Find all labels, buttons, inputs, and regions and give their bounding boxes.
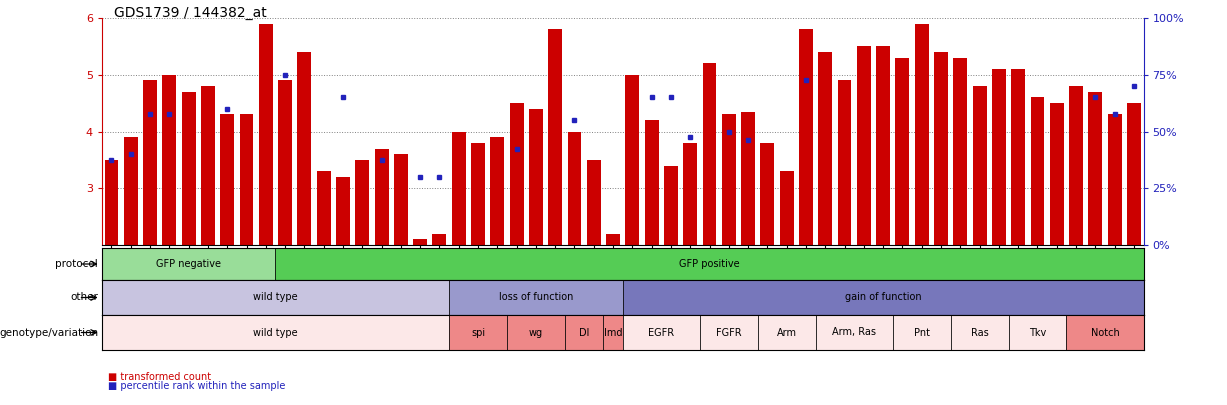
Bar bbox=[816, 315, 893, 350]
Bar bbox=[1069, 86, 1083, 245]
Bar bbox=[317, 171, 330, 245]
Text: EGFR: EGFR bbox=[648, 328, 675, 337]
Bar bbox=[491, 137, 504, 245]
Text: wild type: wild type bbox=[253, 292, 298, 303]
Bar bbox=[606, 234, 620, 245]
Text: Notch: Notch bbox=[1091, 328, 1119, 337]
Bar bbox=[856, 47, 871, 245]
Bar bbox=[799, 29, 814, 245]
Bar bbox=[336, 177, 350, 245]
Bar bbox=[104, 160, 119, 245]
Bar bbox=[449, 315, 507, 350]
Bar bbox=[279, 81, 292, 245]
Bar bbox=[1031, 98, 1044, 245]
Bar bbox=[221, 115, 234, 245]
Bar bbox=[182, 92, 195, 245]
Text: Imd: Imd bbox=[604, 328, 622, 337]
Bar bbox=[951, 315, 1009, 350]
Bar bbox=[893, 315, 951, 350]
Bar bbox=[529, 109, 542, 245]
Text: other: other bbox=[70, 292, 98, 303]
Bar bbox=[818, 52, 832, 245]
Text: GDS1739 / 144382_at: GDS1739 / 144382_at bbox=[114, 6, 266, 20]
Bar bbox=[507, 315, 564, 350]
Bar bbox=[201, 86, 215, 245]
Bar bbox=[741, 112, 755, 245]
Text: GFP positive: GFP positive bbox=[680, 259, 740, 269]
Bar bbox=[394, 154, 407, 245]
Bar bbox=[162, 75, 177, 245]
Bar bbox=[1088, 92, 1102, 245]
Bar bbox=[683, 143, 697, 245]
Bar bbox=[622, 280, 1144, 315]
Text: genotype/variation: genotype/variation bbox=[0, 328, 98, 337]
Bar bbox=[604, 315, 622, 350]
Bar bbox=[973, 86, 987, 245]
Text: ■ transformed count: ■ transformed count bbox=[108, 372, 211, 382]
Text: Arm, Ras: Arm, Ras bbox=[832, 328, 876, 337]
Bar bbox=[699, 315, 758, 350]
Bar bbox=[548, 29, 562, 245]
Bar bbox=[1126, 103, 1141, 245]
Text: Tkv: Tkv bbox=[1028, 328, 1047, 337]
Bar bbox=[587, 160, 601, 245]
Bar bbox=[297, 52, 312, 245]
Text: ■ percentile rank within the sample: ■ percentile rank within the sample bbox=[108, 382, 286, 391]
Bar bbox=[622, 315, 699, 350]
Bar bbox=[564, 315, 604, 350]
Bar bbox=[991, 69, 1006, 245]
Bar bbox=[471, 143, 485, 245]
Bar bbox=[1050, 103, 1064, 245]
Bar bbox=[144, 81, 157, 245]
Bar bbox=[413, 239, 427, 245]
Bar bbox=[915, 23, 929, 245]
Bar bbox=[953, 58, 967, 245]
Text: GFP negative: GFP negative bbox=[156, 259, 221, 269]
Text: Arm: Arm bbox=[777, 328, 796, 337]
Bar bbox=[452, 132, 466, 245]
Bar bbox=[1108, 115, 1121, 245]
Bar bbox=[356, 160, 369, 245]
Text: wild type: wild type bbox=[253, 328, 298, 337]
Bar bbox=[626, 75, 639, 245]
Bar bbox=[259, 23, 272, 245]
Bar bbox=[838, 81, 852, 245]
Text: Ras: Ras bbox=[971, 328, 989, 337]
Bar bbox=[509, 103, 524, 245]
Text: wg: wg bbox=[529, 328, 544, 337]
Bar bbox=[876, 47, 890, 245]
Text: gain of function: gain of function bbox=[845, 292, 921, 303]
Text: Pnt: Pnt bbox=[914, 328, 930, 337]
Bar bbox=[568, 132, 582, 245]
Bar bbox=[779, 171, 794, 245]
Text: protocol: protocol bbox=[55, 259, 98, 269]
Bar bbox=[761, 143, 774, 245]
Bar bbox=[896, 58, 909, 245]
Text: Dl: Dl bbox=[579, 328, 589, 337]
Bar bbox=[644, 120, 659, 245]
Bar bbox=[374, 149, 389, 245]
Bar bbox=[102, 280, 449, 315]
Bar bbox=[275, 248, 1144, 280]
Text: spi: spi bbox=[471, 328, 485, 337]
Text: FGFR: FGFR bbox=[717, 328, 741, 337]
Bar bbox=[1011, 69, 1025, 245]
Bar bbox=[432, 234, 447, 245]
Bar bbox=[664, 166, 677, 245]
Bar bbox=[721, 115, 736, 245]
Bar bbox=[239, 115, 254, 245]
Bar bbox=[102, 248, 275, 280]
Bar bbox=[703, 64, 717, 245]
Bar bbox=[102, 315, 449, 350]
Bar bbox=[1009, 315, 1066, 350]
Bar bbox=[124, 137, 137, 245]
Bar bbox=[758, 315, 816, 350]
Text: loss of function: loss of function bbox=[498, 292, 573, 303]
Bar bbox=[1066, 315, 1144, 350]
Bar bbox=[934, 52, 948, 245]
Bar bbox=[449, 280, 622, 315]
